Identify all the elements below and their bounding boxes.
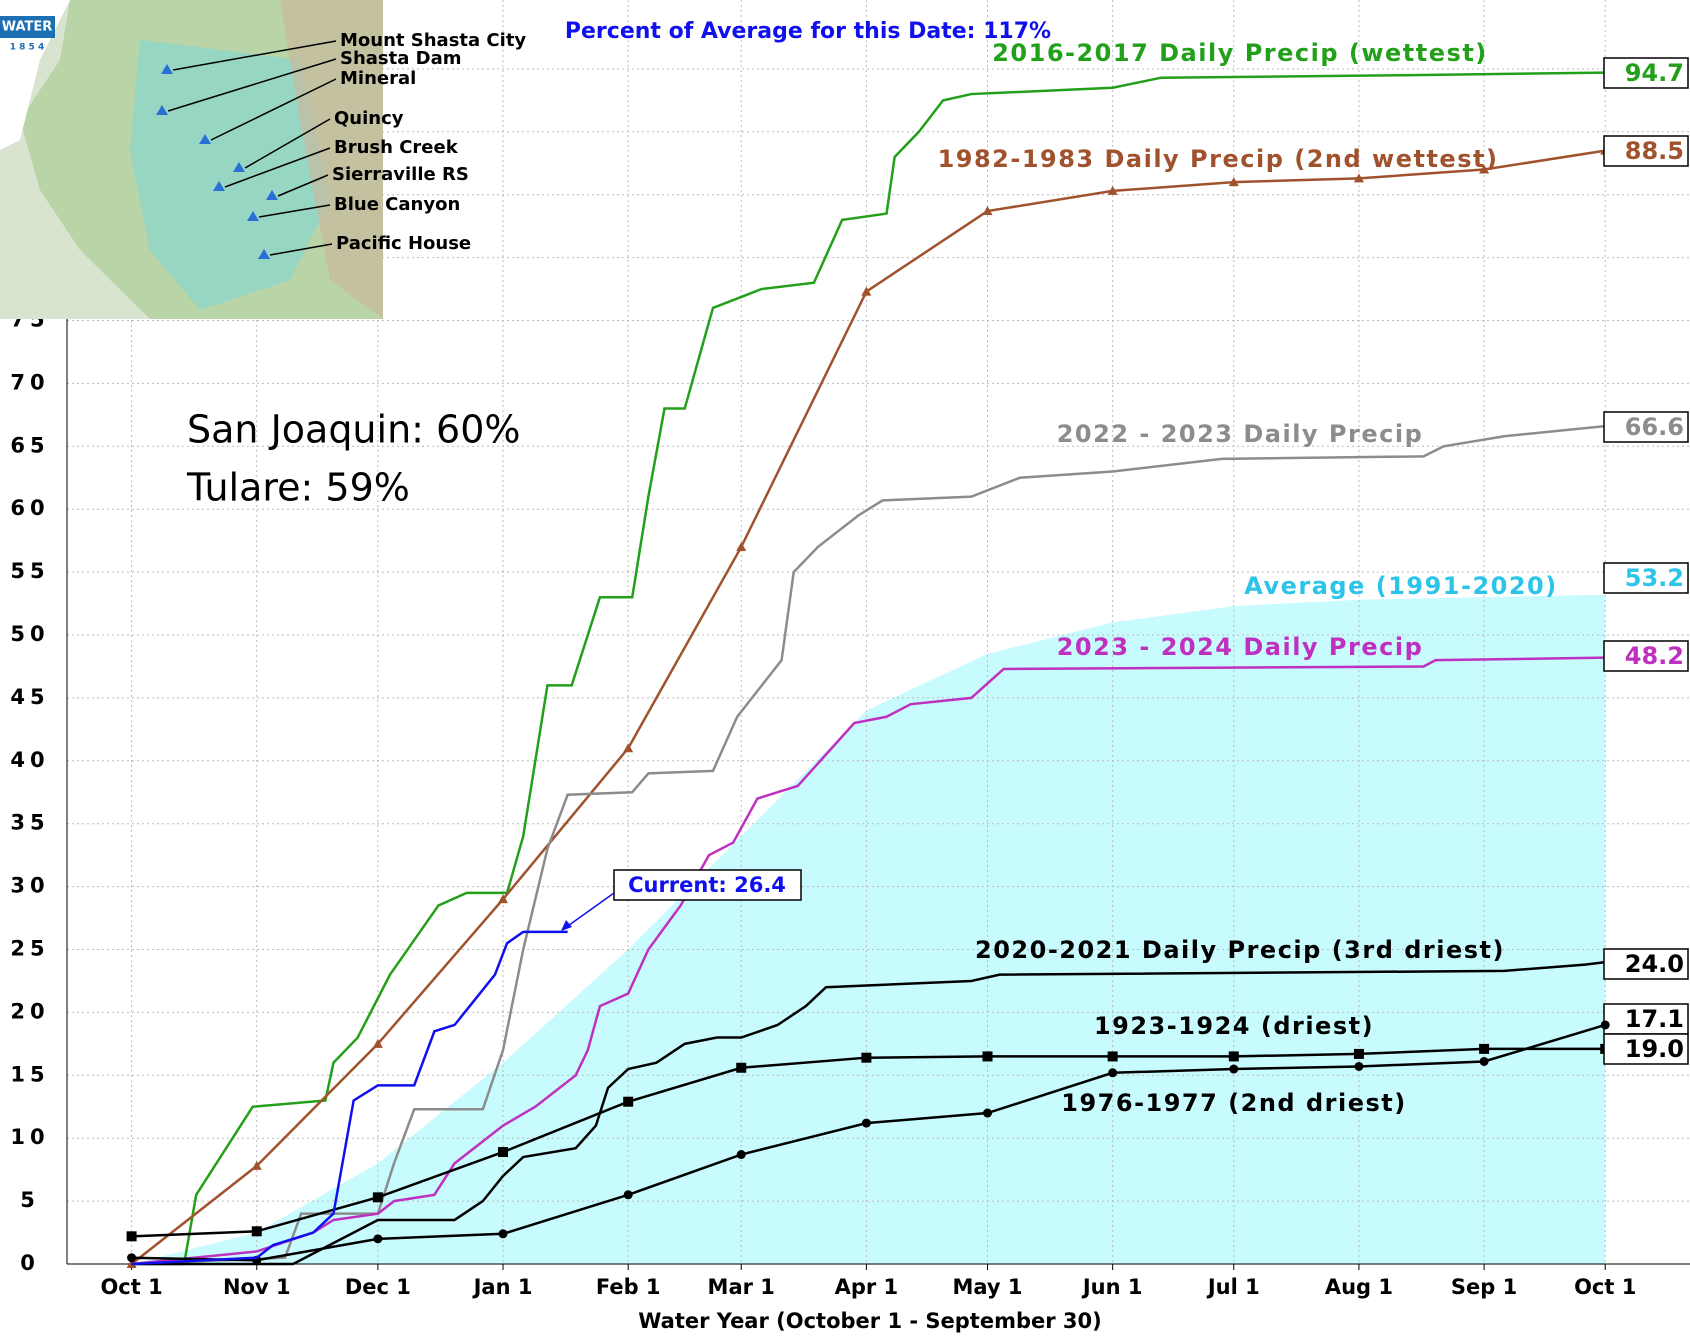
y-tick-label: 55 (10, 559, 49, 583)
y-tick-label: 5 (20, 1188, 40, 1212)
marker (1229, 1051, 1239, 1061)
chart: 05101520253035404550556065707580859095Oc… (0, 0, 1690, 1340)
current-label: Current: 26.4 (628, 873, 786, 897)
marker (1601, 1020, 1610, 1029)
x-tick-label: Jul 1 (1206, 1275, 1260, 1299)
marker (498, 1147, 508, 1157)
marker (736, 1063, 746, 1073)
note-line: Tulare: 59% (186, 466, 410, 510)
station-label: Mineral (340, 68, 416, 89)
series-label: 2020-2021 Daily Precip (3rd driest) (975, 936, 1505, 964)
end-label: 48.2 (1625, 642, 1684, 670)
marker (983, 1109, 992, 1118)
x-tick-label: Jun 1 (1081, 1275, 1143, 1299)
x-tick-label: Oct 1 (100, 1275, 162, 1299)
y-tick-label: 0 (20, 1251, 40, 1275)
end-label: 17.1 (1625, 1005, 1684, 1033)
series-label: 2023 - 2024 Daily Precip (1057, 633, 1424, 661)
y-tick-label: 45 (10, 685, 49, 709)
marker (1229, 1065, 1238, 1074)
station-label: Sierraville RS (332, 164, 469, 185)
station-label: Pacific House (336, 233, 471, 254)
marker (373, 1192, 383, 1202)
marker (1108, 1068, 1117, 1077)
marker (1354, 1062, 1363, 1071)
marker (373, 1234, 382, 1243)
marker (737, 1150, 746, 1159)
annotation: Percent of Average for this Date: 117% (565, 19, 1051, 44)
x-tick-label: Dec 1 (345, 1275, 411, 1299)
x-axis-title: Water Year (October 1 - September 30) (638, 1309, 1101, 1333)
y-tick-label: 30 (10, 874, 49, 898)
series-label: 2016-2017 Daily Precip (wettest) (992, 39, 1488, 67)
x-tick-label: Aug 1 (1325, 1275, 1393, 1299)
y-tick-label: 60 (10, 496, 49, 520)
series-label: 2022 - 2023 Daily Precip (1057, 420, 1424, 448)
marker (623, 1097, 633, 1107)
marker (1354, 1049, 1364, 1059)
marker (624, 1190, 633, 1199)
y-tick-label: 40 (10, 748, 49, 772)
x-tick-label: Mar 1 (708, 1275, 775, 1299)
x-tick-label: Apr 1 (835, 1275, 899, 1299)
marker (1480, 1057, 1489, 1066)
y-tick-label: 70 (10, 370, 49, 394)
station-label: Brush Creek (334, 137, 459, 158)
series-label: 1976-1977 (2nd driest) (1061, 1089, 1406, 1117)
series-label: 1982-1983 Daily Precip (2nd wettest) (938, 145, 1499, 173)
end-label: 66.6 (1625, 413, 1684, 441)
y-tick-label: 25 (10, 937, 49, 961)
marker (862, 1119, 871, 1128)
marker (127, 1231, 137, 1241)
logo-text: WATER (2, 20, 53, 35)
station-label: Blue Canyon (334, 194, 460, 215)
x-tick-label: May 1 (952, 1275, 1022, 1299)
note-line: San Joaquin: 60% (187, 408, 521, 452)
y-tick-label: 50 (10, 622, 49, 646)
end-label: 88.5 (1625, 137, 1684, 165)
marker (252, 1226, 262, 1236)
y-tick-label: 10 (10, 1125, 49, 1149)
marker (1108, 1051, 1118, 1061)
end-label: 24.0 (1625, 950, 1684, 978)
marker (127, 1253, 136, 1262)
y-tick-label: 35 (10, 811, 49, 835)
marker (861, 1053, 871, 1063)
series-label: Average (1991-2020) (1244, 572, 1557, 600)
end-label: 94.7 (1625, 59, 1684, 87)
station-label: Quincy (334, 108, 404, 129)
end-label: 53.2 (1625, 564, 1684, 592)
logo-year: 1 8 5 4 (10, 43, 44, 53)
marker (983, 1051, 993, 1061)
marker (499, 1229, 508, 1238)
y-tick-label: 15 (10, 1062, 49, 1086)
y-tick-label: 65 (10, 433, 49, 457)
marker (1479, 1044, 1489, 1054)
x-tick-label: Nov 1 (223, 1275, 291, 1299)
series-label: 1923-1924 (driest) (1094, 1012, 1374, 1040)
x-tick-label: Jan 1 (472, 1275, 533, 1299)
x-tick-label: Sep 1 (1451, 1275, 1517, 1299)
x-tick-label: Feb 1 (596, 1275, 661, 1299)
end-label: 19.0 (1625, 1035, 1684, 1063)
station-label: Shasta Dam (340, 48, 462, 69)
y-tick-label: 20 (10, 999, 49, 1023)
x-tick-label: Oct 1 (1574, 1275, 1636, 1299)
